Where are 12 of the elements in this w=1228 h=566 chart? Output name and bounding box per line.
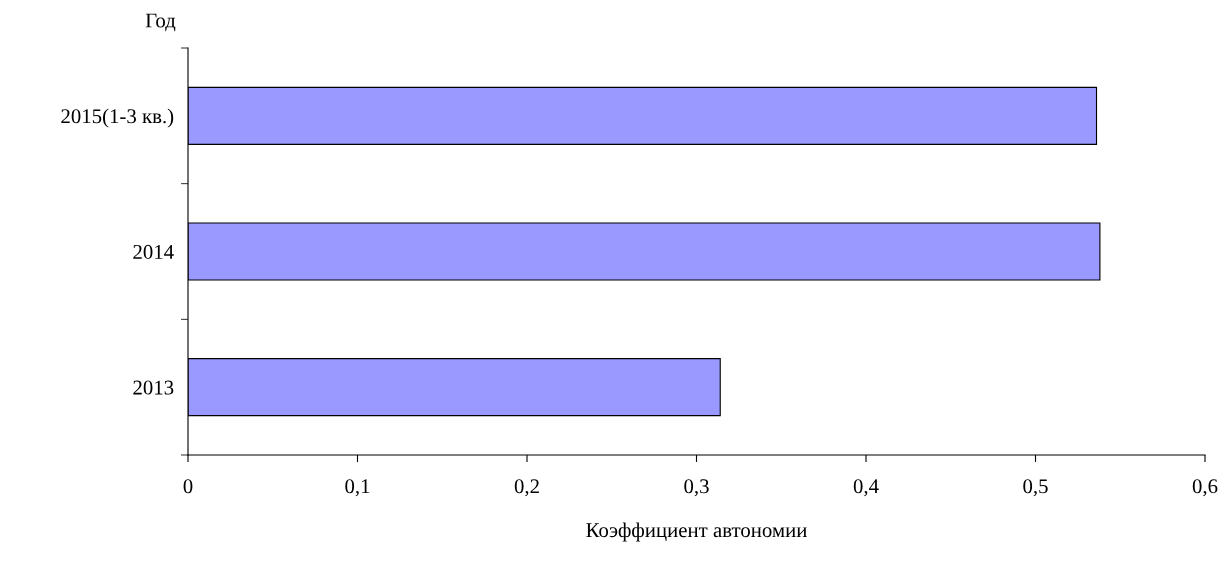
x-tick-label: 0,3 [684, 479, 709, 497]
x-axis-title: Коэффициент автономии [586, 522, 807, 542]
x-tick-label: 0,5 [1023, 479, 1048, 497]
x-tick-label: 0,1 [345, 479, 370, 497]
y-tick-label: 2014 [133, 244, 174, 259]
y-tick-label: 2013 [133, 380, 174, 395]
x-tick-label: 0,2 [514, 479, 539, 497]
y-axis-title: Год [145, 13, 176, 32]
x-tick-label: 0,6 [1192, 479, 1218, 497]
x-tick-label: 0,4 [853, 479, 879, 497]
y-tick-label: 2015(1-3 кв.) [61, 108, 174, 128]
x-tick-label: 0 [183, 479, 193, 494]
